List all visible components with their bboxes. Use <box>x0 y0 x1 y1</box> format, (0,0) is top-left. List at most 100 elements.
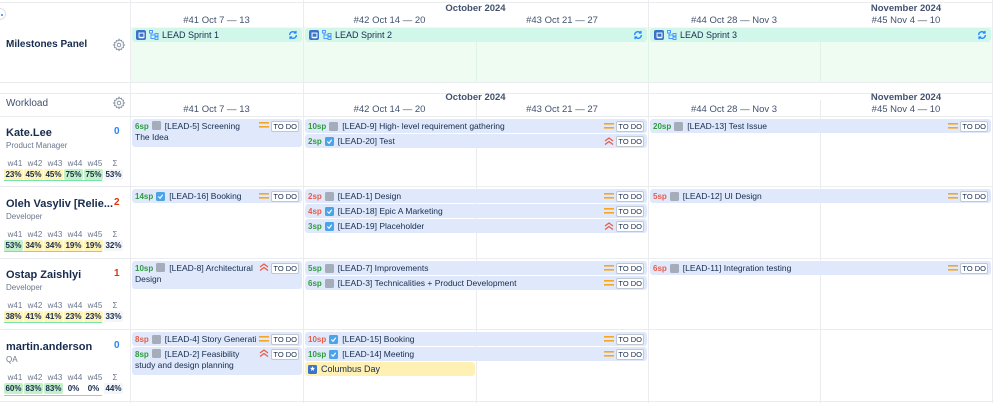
priority-high-icon <box>604 137 614 145</box>
month-header-november: November 2024 <box>870 3 942 14</box>
week-header-41: #41 Oct 7 — 13 <box>183 15 250 26</box>
week-loads: 23% 45% 45% 75% 75% 53% <box>4 169 123 180</box>
status-badge[interactable]: TO DO <box>616 120 644 132</box>
hierarchy-icon <box>149 30 159 40</box>
week-header-43: #43 Oct 21 — 27 <box>526 15 598 26</box>
task-card[interactable]: 20sp [LEAD-13] Test Issue TO DO <box>650 119 991 133</box>
status-badge[interactable]: TO DO <box>616 333 644 345</box>
priority-high-icon <box>259 263 269 271</box>
holiday-card[interactable]: ★ Columbus Day <box>305 362 475 376</box>
task-card[interactable]: 3sp [LEAD-19] Placeholder TO DO <box>305 219 647 233</box>
person-count: 0 <box>114 126 120 137</box>
priority-medium-icon <box>604 265 615 271</box>
week-header-44: #44 Oct 28 — Nov 3 <box>690 15 778 26</box>
status-badge[interactable]: TO DO <box>271 121 299 132</box>
priority-medium-icon <box>604 351 615 357</box>
week-header-45: #45 Nov 4 — 10 <box>871 104 941 115</box>
milestones-title: Milestones Panel <box>6 39 88 50</box>
priority-high-icon <box>259 349 269 357</box>
sprint-label: LEAD Sprint 1 <box>162 30 220 40</box>
person-name[interactable]: Ostap Zaishlyi <box>6 269 82 281</box>
priority-medium-icon <box>948 265 959 271</box>
sprint-board-icon <box>136 30 146 40</box>
dot-icon <box>1 14 3 16</box>
task-card[interactable]: 5sp [LEAD-7] Improvements TO DO <box>305 261 647 275</box>
week-labels: w41 w42 w43 w44 w45 Σ <box>7 159 118 168</box>
sprint-board-icon <box>654 30 664 40</box>
status-badge[interactable]: TO DO <box>616 135 644 147</box>
task-card[interactable]: 6sp [LEAD-3] Technicalities + Product Dev… <box>305 276 647 290</box>
person-count: 0 <box>114 340 120 351</box>
status-badge[interactable]: TO DO <box>616 348 644 360</box>
workload-title: Workload <box>6 98 49 109</box>
week-labels: w41 w42 w43 w44 w45 Σ <box>7 230 118 239</box>
sprint-bar-3[interactable]: LEAD Sprint 3 <box>650 28 991 42</box>
task-card[interactable]: 10sp [LEAD-8] Architectural Design TO DO <box>132 261 302 289</box>
week-header-45: #45 Nov 4 — 10 <box>871 15 941 26</box>
star-icon: ★ <box>308 364 317 374</box>
status-badge[interactable]: TO DO <box>960 262 988 274</box>
priority-medium-icon <box>948 193 959 199</box>
task-card[interactable]: 8sp [LEAD-4] Story Generating TO DO <box>132 332 302 346</box>
week-loads: 53% 34% 34% 19% 19% 32% <box>4 240 123 251</box>
task-card[interactable]: 5sp [LEAD-12] UI Design TO DO <box>650 189 991 203</box>
person-name[interactable]: Kate.Lee <box>6 127 52 139</box>
status-badge[interactable]: TO DO <box>271 349 299 360</box>
task-card[interactable]: 10sp [LEAD-14] Meeting TO DO <box>305 347 647 361</box>
sprint-bar-1[interactable]: LEAD Sprint 1 <box>132 28 302 42</box>
status-badge[interactable]: TO DO <box>960 190 988 202</box>
subtask-icon <box>324 278 334 288</box>
status-badge[interactable]: TO DO <box>271 190 299 202</box>
priority-medium-icon <box>604 336 615 342</box>
expand-toggle[interactable] <box>0 8 6 20</box>
status-badge[interactable]: TO DO <box>616 190 644 202</box>
week-header-42: #42 Oct 14 — 20 <box>353 15 426 26</box>
task-card[interactable]: 6sp [LEAD-5] Screening The Idea TO DO <box>132 119 302 147</box>
person-count: 2 <box>114 197 120 208</box>
status-badge[interactable]: TO DO <box>616 277 644 289</box>
task-check-icon <box>329 349 339 359</box>
task-card[interactable]: 8sp [LEAD-2] Feasibility study and design… <box>132 347 302 375</box>
sync-icon[interactable] <box>977 30 987 40</box>
task-card[interactable]: 6sp [LEAD-11] Integration testing TO DO <box>650 261 991 275</box>
subtask-icon <box>151 121 161 130</box>
workload-settings-gear-icon[interactable] <box>112 96 126 110</box>
status-badge[interactable]: TO DO <box>616 220 644 232</box>
person-role: Developer <box>6 212 43 221</box>
sync-icon[interactable] <box>288 30 298 40</box>
status-badge[interactable]: TO DO <box>271 333 299 345</box>
month-header-october: October 2024 <box>445 92 506 103</box>
task-check-icon <box>324 221 334 231</box>
task-card[interactable]: 14sp [LEAD-16] Booking TO DO <box>132 189 302 203</box>
task-card[interactable]: 10sp [LEAD-9] High- level requirement gat… <box>305 119 647 133</box>
person-name[interactable]: Oleh Vasyliv [Relie... <box>6 198 113 210</box>
week-header-44: #44 Oct 28 — Nov 3 <box>690 104 778 115</box>
week-labels: w41 w42 w43 w44 w45 Σ <box>7 373 118 382</box>
hierarchy-icon <box>667 30 677 40</box>
subtask-icon <box>151 334 161 344</box>
task-check-icon <box>156 191 166 201</box>
status-badge[interactable]: TO DO <box>616 262 644 274</box>
status-badge[interactable]: TO DO <box>271 263 299 274</box>
week-header-43: #43 Oct 21 — 27 <box>526 104 598 115</box>
task-card[interactable]: 2sp [LEAD-1] Design TO DO <box>305 189 647 203</box>
task-card[interactable]: 2sp [LEAD-20] Test TO DO <box>305 134 647 148</box>
task-check-icon <box>324 206 334 216</box>
sprint-label: LEAD Sprint 3 <box>680 30 738 40</box>
status-badge[interactable]: TO DO <box>616 205 644 217</box>
hierarchy-icon <box>322 30 332 40</box>
priority-medium-icon <box>259 193 270 199</box>
sync-icon[interactable] <box>633 30 643 40</box>
week-header-41: #41 Oct 7 — 13 <box>183 104 250 115</box>
task-card[interactable]: 10sp [LEAD-15] Booking TO DO <box>305 332 647 346</box>
sprint-bar-2[interactable]: LEAD Sprint 2 <box>305 28 647 42</box>
milestones-settings-gear-icon[interactable] <box>112 38 126 52</box>
status-badge[interactable]: TO DO <box>960 120 988 132</box>
task-card[interactable]: 4sp [LEAD-18] Epic A Marketing TO DO <box>305 204 647 218</box>
person-count: 1 <box>114 268 120 279</box>
task-check-icon <box>324 136 334 146</box>
month-header-november: November 2024 <box>870 92 942 103</box>
person-name[interactable]: martin.anderson <box>6 341 93 353</box>
week-loads: 60% 83% 83% 0% 0% 44% <box>4 383 123 394</box>
task-check-icon <box>329 334 339 344</box>
